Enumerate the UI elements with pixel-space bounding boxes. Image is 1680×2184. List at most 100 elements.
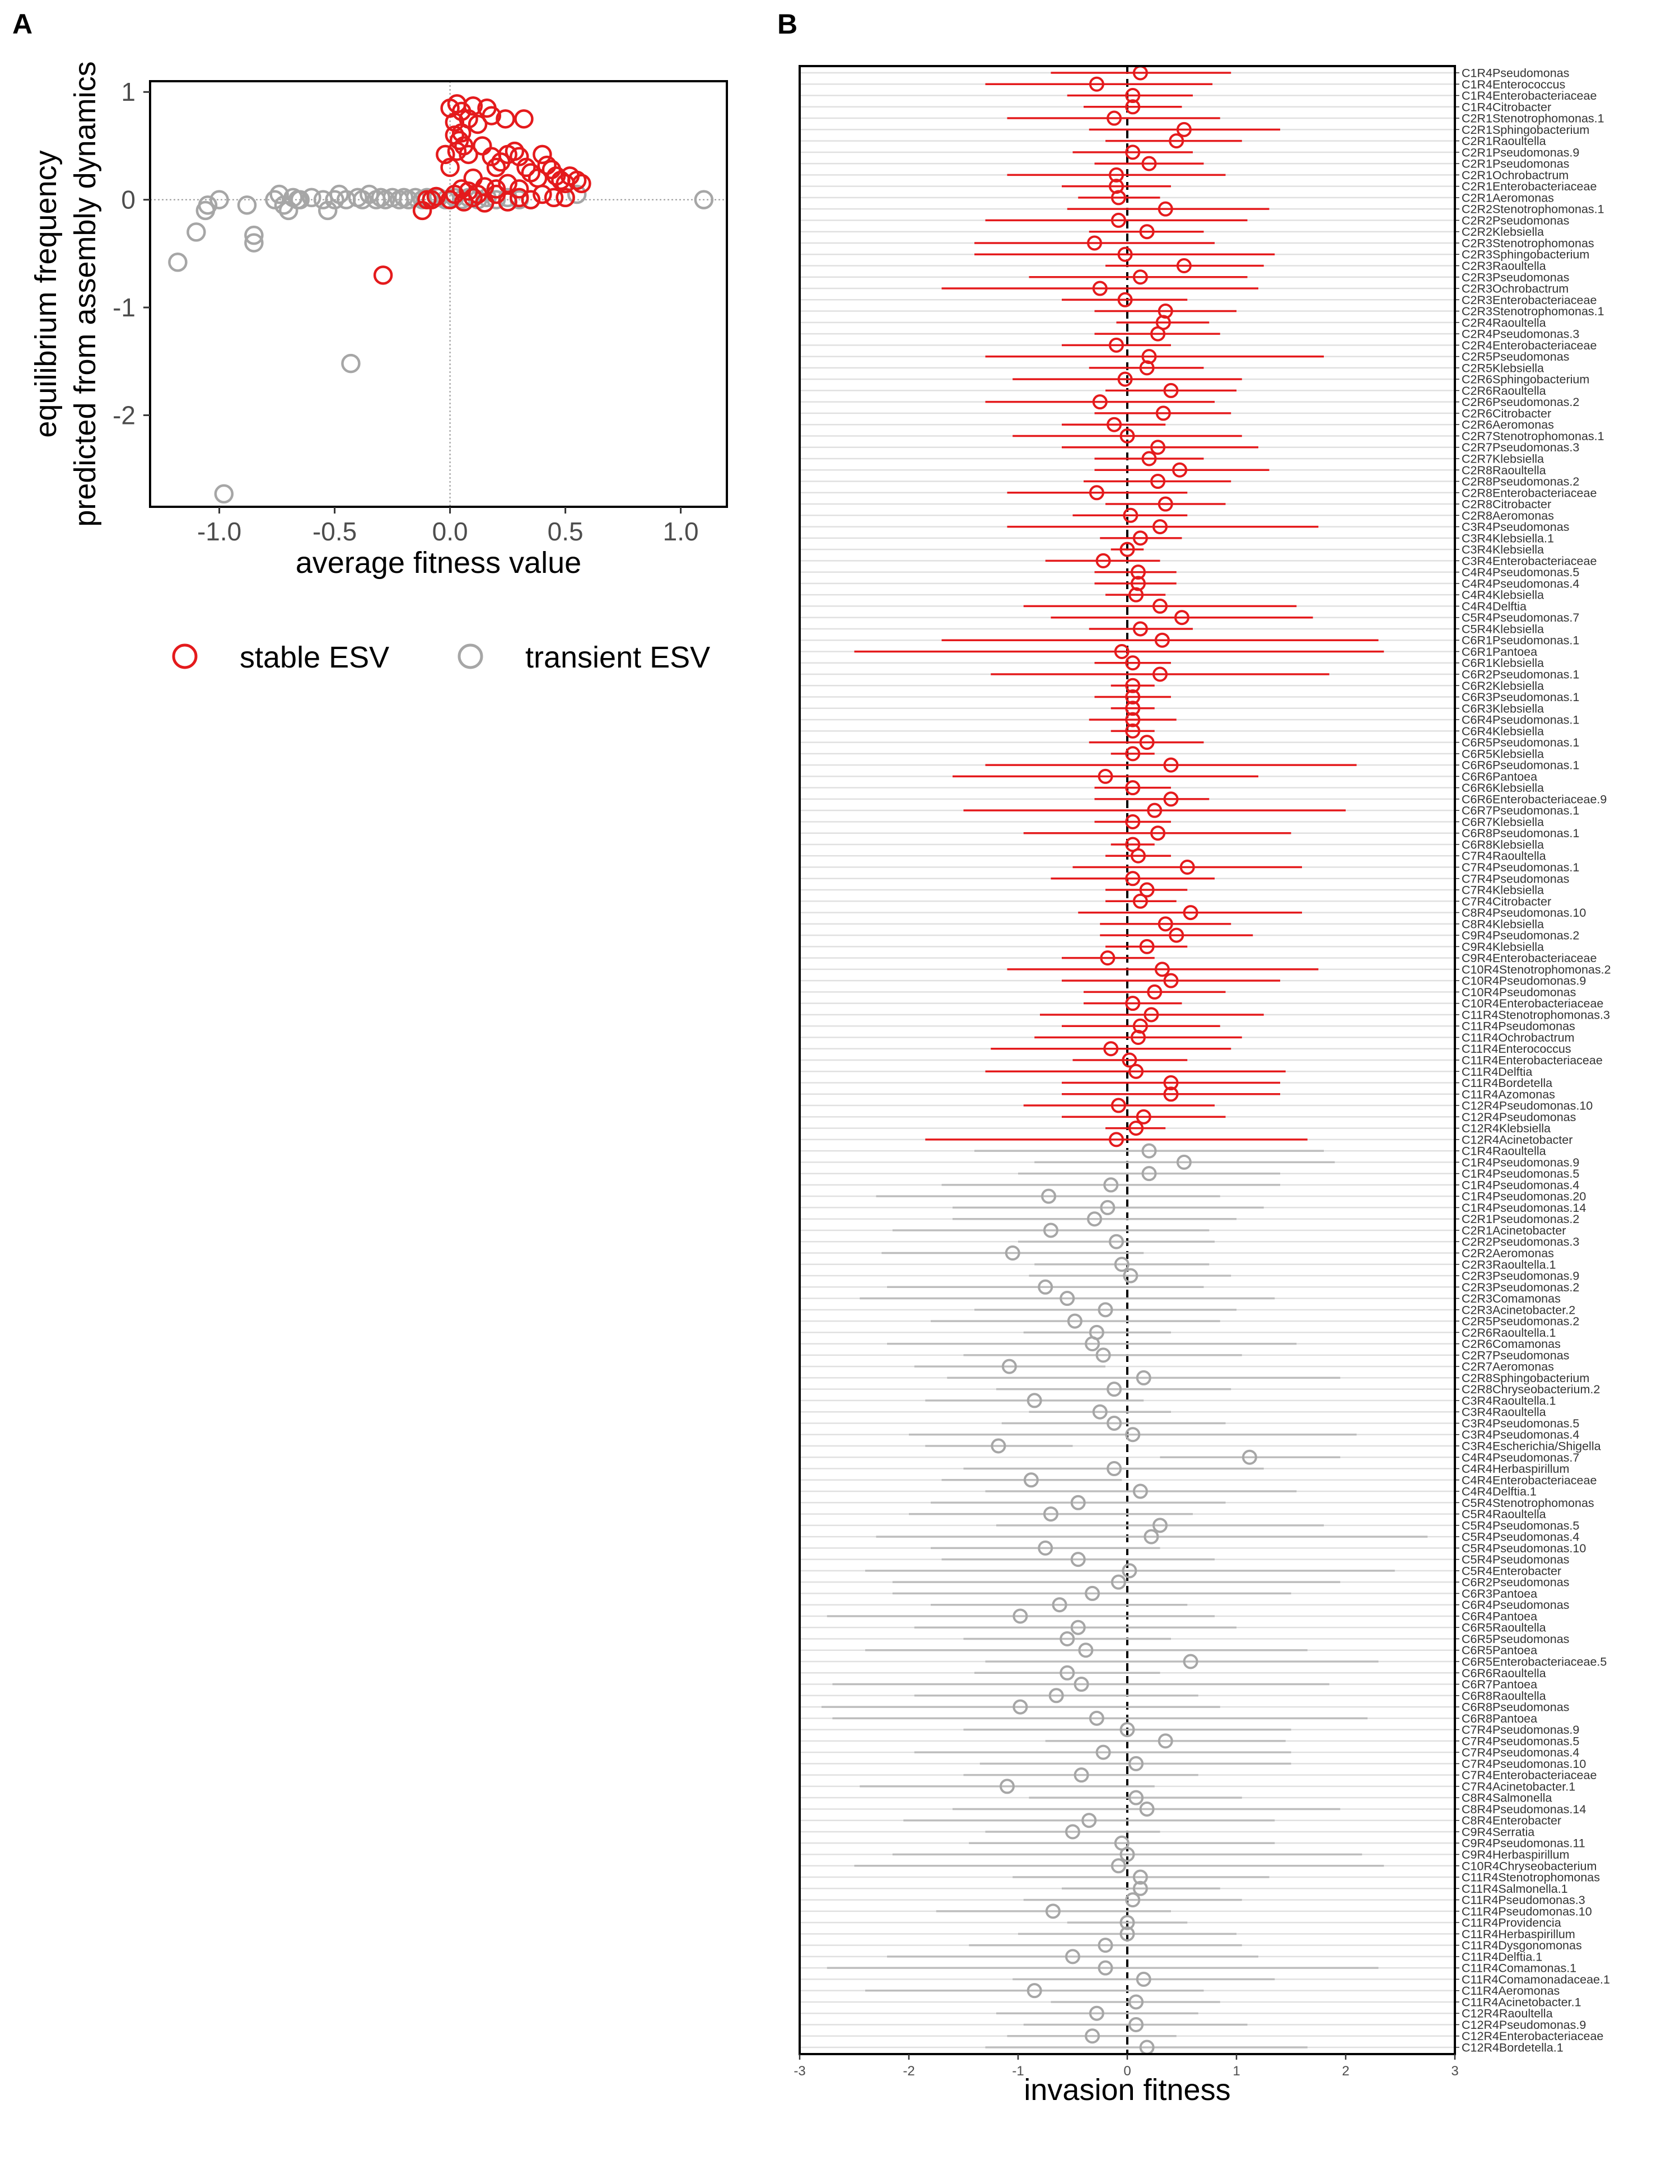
esv-label: C5R4Raoultella <box>1462 1508 1546 1521</box>
esv-label: C3R4Pseudomonas <box>1462 520 1569 534</box>
point-stable <box>1125 746 1141 762</box>
esv-label: C9R4Serratia <box>1462 1825 1534 1838</box>
esv-label: C4R4Pseudomonas.5 <box>1462 566 1579 579</box>
point-stable <box>1119 428 1135 444</box>
point-transient <box>1095 1347 1111 1363</box>
esv-label: C5R4Klebsiella <box>1462 622 1544 636</box>
esv-label: C6R2Klebsiella <box>1462 679 1544 693</box>
point-transient <box>1152 1518 1168 1533</box>
point-stable <box>1125 723 1141 739</box>
point-stable <box>1117 371 1133 387</box>
point-transient <box>1128 1994 1144 2010</box>
point-transient <box>1128 1790 1144 1805</box>
point-stable <box>1100 950 1116 966</box>
point-stable <box>1117 292 1133 307</box>
point-transient <box>1107 1461 1122 1477</box>
esv-label: C7R4Pseudomonas <box>1462 872 1569 885</box>
y-tick-label: -2 <box>113 400 136 430</box>
point-transient <box>1023 1472 1039 1488</box>
esv-label: C6R1Klebsiella <box>1462 656 1544 670</box>
point-stable <box>1176 258 1192 273</box>
y-axis-title-line2: predicted from assembly dynamics <box>68 61 102 526</box>
esv-label: C6R4Klebsiella <box>1462 725 1544 738</box>
point-transient <box>1125 1427 1141 1443</box>
x-tick-label: -1 <box>1012 2064 1024 2079</box>
esv-label: C6R7Pantoea <box>1462 1678 1537 1691</box>
esv-label: C12R4Raoultella <box>1462 2007 1553 2020</box>
point-stable <box>1131 848 1146 864</box>
point-stable <box>1141 156 1157 171</box>
point-stable <box>1092 281 1108 296</box>
esv-label: C6R5Pseudomonas <box>1462 1632 1569 1646</box>
point-stable <box>1107 110 1122 126</box>
legend-key-transient <box>458 643 483 669</box>
esv-label: C11R4Ochrobactrum <box>1462 1031 1575 1044</box>
scatter-point-stable <box>459 144 478 165</box>
esv-label: C2R6Raoultella <box>1462 384 1546 398</box>
scatter-point-stable <box>533 144 552 165</box>
point-stable <box>1154 962 1170 977</box>
point-transient <box>1098 1960 1113 1976</box>
panel-label-a: A <box>12 8 32 40</box>
point-transient <box>1001 1359 1017 1374</box>
esv-label: C11R4Delftia.1 <box>1462 1950 1542 1963</box>
esv-label: C5R4Stenotrophomonas <box>1462 1496 1594 1510</box>
point-stable <box>1125 780 1141 796</box>
esv-label: C2R8Chryseobacterium.2 <box>1462 1383 1600 1396</box>
point-transient <box>1176 1154 1192 1170</box>
point-stable <box>1132 893 1148 909</box>
esv-label: C11R4Pseudomonas <box>1462 1020 1575 1033</box>
scatter-point-stable <box>509 179 529 199</box>
point-transient <box>1119 1915 1135 1930</box>
scatter-point-stable <box>473 136 492 156</box>
point-transient <box>1026 1393 1042 1408</box>
point-stable <box>1109 337 1124 353</box>
esv-label: C2R1Pseudomonas.9 <box>1462 146 1579 159</box>
scatter-point-stable <box>486 157 506 178</box>
esv-label: C6R6Pantoea <box>1462 770 1537 783</box>
scatter-point-stable <box>426 186 446 207</box>
point-transient <box>1070 1620 1086 1635</box>
point-transient <box>1110 1574 1126 1590</box>
point-transient <box>1070 1552 1086 1567</box>
x-tick-label: -3 <box>794 2064 805 2079</box>
esv-label: C4R4Herbaspirillum <box>1462 1462 1569 1476</box>
esv-label: C2R5Pseudomonas <box>1462 350 1569 363</box>
point-stable <box>1103 1041 1119 1057</box>
point-transient <box>1141 1166 1157 1182</box>
point-stable <box>1155 405 1171 421</box>
esv-label: C9R4Pseudomonas.11 <box>1462 1837 1585 1850</box>
scatter-point-stable <box>440 157 460 178</box>
esv-label: C2R2Aeromonas <box>1462 1247 1554 1260</box>
esv-label: C9R4Klebsiella <box>1462 940 1544 954</box>
point-stable <box>1125 88 1141 104</box>
point-stable <box>1150 825 1166 841</box>
esv-label: C3R4Raoultella.1 <box>1462 1394 1556 1407</box>
esv-label: C7R4Pseudomonas.1 <box>1462 861 1579 874</box>
point-transient <box>1043 1222 1058 1238</box>
esv-label: C3R4Klebsiella <box>1462 543 1544 557</box>
point-transient <box>1132 1869 1148 1885</box>
esv-label: C10R4Stenotrophomonas.2 <box>1462 963 1611 976</box>
point-stable <box>1150 474 1166 489</box>
point-stable <box>1163 1086 1179 1102</box>
esv-label: C12R4Pseudomonas.9 <box>1462 2018 1586 2032</box>
point-transient <box>1065 1824 1080 1840</box>
scatter-point-stable <box>572 174 591 194</box>
scatter-point-stable <box>463 96 483 116</box>
esv-label: C2R8Citrobacter <box>1462 498 1551 511</box>
scatter-point-transient <box>209 190 229 209</box>
esv-label: C2R3Ochrobactrum <box>1462 282 1569 296</box>
point-transient <box>1089 1710 1104 1726</box>
esv-label: C8R4Salmonella <box>1462 1791 1552 1805</box>
scatter-point-stable <box>373 265 393 285</box>
esv-label: C8R4Klebsiella <box>1462 917 1544 931</box>
point-stable <box>1139 360 1155 376</box>
esv-label: C6R5Raoultella <box>1462 1621 1546 1635</box>
point-stable <box>1125 144 1141 160</box>
point-transient <box>1183 1654 1198 1669</box>
point-stable <box>1176 122 1192 137</box>
legend-key-stable <box>172 643 198 669</box>
point-stable <box>1125 701 1141 716</box>
esv-label: C11R4Aeromonas <box>1462 1984 1560 1998</box>
